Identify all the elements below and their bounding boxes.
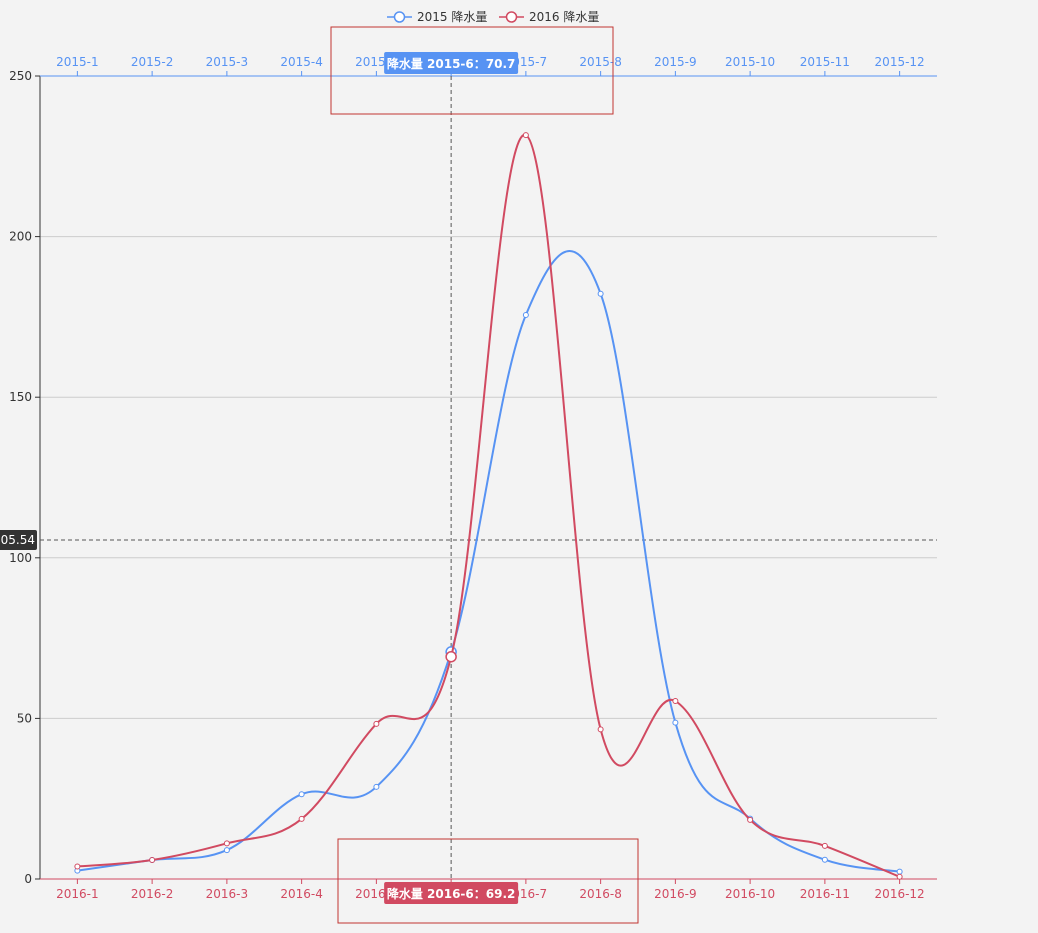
top-x-tick-label: 2015-11 bbox=[800, 55, 850, 69]
bottom-x-tick-label: 2016-3 bbox=[206, 887, 249, 901]
tooltip-bottom-outline bbox=[337, 838, 639, 924]
data-point[interactable] bbox=[298, 791, 305, 798]
series-line bbox=[77, 250, 900, 873]
data-point[interactable] bbox=[223, 840, 230, 847]
tooltip-top-text: 降水量 2015-6：70.7 bbox=[387, 56, 516, 71]
tooltip-top-bg bbox=[384, 52, 519, 74]
top-x-tick-label: 2015-1 bbox=[56, 55, 99, 69]
bottom-x-tick-label: 2016-9 bbox=[654, 887, 697, 901]
data-point[interactable] bbox=[373, 720, 380, 727]
bottom-x-tick-label: 2016-12 bbox=[875, 887, 925, 901]
tooltips: 降水量 2015-6：70.7 降水量 2016-6：69.2 bbox=[330, 26, 639, 924]
series-lines bbox=[74, 132, 903, 880]
top-x-tick-label: 2015-3 bbox=[206, 55, 249, 69]
legend-label: 2015 降水量 bbox=[417, 10, 487, 24]
y-tick-label: 250 bbox=[9, 69, 32, 83]
tooltip-bottom-text: 降水量 2016-6：69.2 bbox=[387, 886, 516, 901]
data-point[interactable] bbox=[672, 719, 679, 726]
y-tick-label: 50 bbox=[17, 711, 32, 725]
data-point[interactable] bbox=[821, 842, 828, 849]
bottom-x-tick-label: 2016-8 bbox=[579, 887, 622, 901]
data-point[interactable] bbox=[896, 873, 903, 880]
data-point[interactable] bbox=[445, 650, 457, 663]
legend-circle-icon bbox=[505, 11, 518, 23]
top-x-tick-label: 2015-12 bbox=[875, 55, 925, 69]
data-point[interactable] bbox=[821, 856, 828, 863]
y-tick-label: 150 bbox=[9, 390, 32, 404]
data-point[interactable] bbox=[223, 847, 230, 854]
data-point[interactable] bbox=[896, 868, 903, 875]
bottom-x-tick-label: 2016-11 bbox=[800, 887, 850, 901]
bottom-x-tick-label: 2016-10 bbox=[725, 887, 775, 901]
bottom-x-tick-label: 2016-1 bbox=[56, 887, 99, 901]
series-2016 bbox=[74, 132, 903, 880]
top-x-tick-label: 2015-8 bbox=[579, 55, 622, 69]
y-tick-label: 200 bbox=[9, 230, 32, 244]
data-point[interactable] bbox=[522, 132, 529, 139]
data-point[interactable] bbox=[373, 783, 380, 790]
data-point[interactable] bbox=[747, 816, 754, 823]
data-point[interactable] bbox=[597, 290, 604, 297]
series-line bbox=[77, 134, 901, 878]
grid bbox=[40, 236, 937, 719]
y-tick-label: 0 bbox=[24, 872, 32, 886]
bottom-x-tick-label: 2016-2 bbox=[131, 887, 174, 901]
data-point[interactable] bbox=[74, 863, 81, 870]
legend[interactable]: 2015 降水量 2016 降水量 bbox=[387, 10, 599, 24]
legend-circle-icon bbox=[393, 11, 406, 23]
data-point[interactable] bbox=[522, 311, 529, 318]
y-pointer-label: 105.54 bbox=[0, 533, 35, 547]
data-point[interactable] bbox=[597, 726, 604, 733]
top-x-tick-label: 2015-4 bbox=[280, 55, 323, 69]
tooltip-bottom-bg bbox=[384, 882, 519, 904]
data-point[interactable] bbox=[672, 698, 679, 705]
legend-item-2015[interactable]: 2015 降水量 bbox=[387, 10, 487, 24]
top-x-tick-label: 2015-9 bbox=[654, 55, 697, 69]
legend-item-2016[interactable]: 2016 降水量 bbox=[499, 10, 599, 24]
bottom-x-tick-label: 2016-4 bbox=[280, 887, 323, 901]
top-x-tick-label: 2015-10 bbox=[725, 55, 775, 69]
top-x-tick-label: 2015-2 bbox=[131, 55, 174, 69]
data-point[interactable] bbox=[298, 815, 305, 822]
data-point[interactable] bbox=[149, 857, 156, 864]
y-tick-label: 100 bbox=[9, 551, 32, 565]
tooltip-top-outline bbox=[330, 26, 614, 115]
legend-label: 2016 降水量 bbox=[529, 10, 599, 24]
axis-pointers: 105.54 bbox=[0, 76, 937, 879]
axes: 0 50 100 150 200 250 2015-1 2015-2 2015-3 2015-4 2… bbox=[9, 55, 937, 901]
y-pointer-label-bg bbox=[0, 530, 37, 551]
